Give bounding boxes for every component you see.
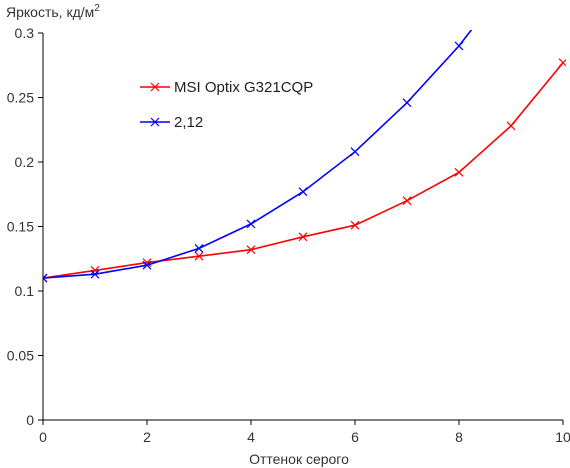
legend: MSI Optix G321CQP 2,12 bbox=[140, 79, 313, 131]
x-tick-label: 8 bbox=[455, 429, 463, 445]
legend-item: 2,12 bbox=[140, 114, 203, 131]
y-tick-label: 0.3 bbox=[15, 25, 35, 41]
x-axis: 0 2 4 6 8 10 bbox=[39, 420, 570, 445]
data-point-marker bbox=[298, 187, 308, 197]
y-axis-title-text: Яркость, кд/м bbox=[6, 4, 94, 20]
data-point-marker bbox=[246, 219, 256, 229]
x-tick-label: 6 bbox=[351, 429, 359, 445]
data-point-marker bbox=[350, 220, 360, 230]
y-axis-title-superscript: 2 bbox=[94, 3, 100, 14]
data-point-marker bbox=[90, 269, 100, 279]
x-tick-label: 0 bbox=[39, 429, 47, 445]
x-axis-title: Оттенок серого bbox=[249, 451, 349, 467]
legend-label: 2,12 bbox=[174, 114, 203, 131]
data-point-marker bbox=[454, 41, 464, 51]
data-point-marker bbox=[194, 251, 204, 261]
data-point-marker bbox=[350, 147, 360, 157]
legend-item: MSI Optix G321CQP bbox=[140, 79, 313, 96]
series-layer bbox=[43, 30, 566, 283]
x-tick-label: 4 bbox=[247, 429, 255, 445]
data-point-marker bbox=[298, 232, 308, 242]
y-tick-label: 0.05 bbox=[7, 348, 34, 364]
legend-swatch-marker bbox=[150, 82, 160, 92]
data-point-marker bbox=[142, 260, 152, 270]
series-line bbox=[43, 30, 473, 279]
y-tick-label: 0.15 bbox=[7, 219, 34, 235]
data-point-marker bbox=[558, 58, 566, 68]
data-point-marker bbox=[506, 121, 516, 131]
data-point-marker bbox=[454, 167, 464, 177]
y-tick-label: 0 bbox=[26, 412, 34, 428]
data-point-marker bbox=[402, 98, 412, 108]
series-2 bbox=[43, 30, 473, 283]
y-axis: 0 0.05 0.1 0.15 0.2 0.25 0.3 bbox=[7, 25, 43, 428]
legend-swatch-marker bbox=[150, 117, 160, 127]
data-point-marker bbox=[402, 196, 412, 206]
y-tick-label: 0.1 bbox=[15, 283, 35, 299]
y-tick-label: 0.2 bbox=[15, 154, 35, 170]
x-tick-label: 2 bbox=[143, 429, 151, 445]
y-tick-label: 0.25 bbox=[7, 90, 34, 106]
data-point-marker bbox=[246, 245, 256, 255]
data-point-marker bbox=[194, 244, 204, 253]
x-tick-label: 10 bbox=[555, 429, 570, 445]
y-axis-title: Яркость, кд/м2 bbox=[6, 3, 100, 20]
data-point-marker bbox=[43, 273, 48, 283]
legend-label: MSI Optix G321CQP bbox=[174, 79, 313, 96]
